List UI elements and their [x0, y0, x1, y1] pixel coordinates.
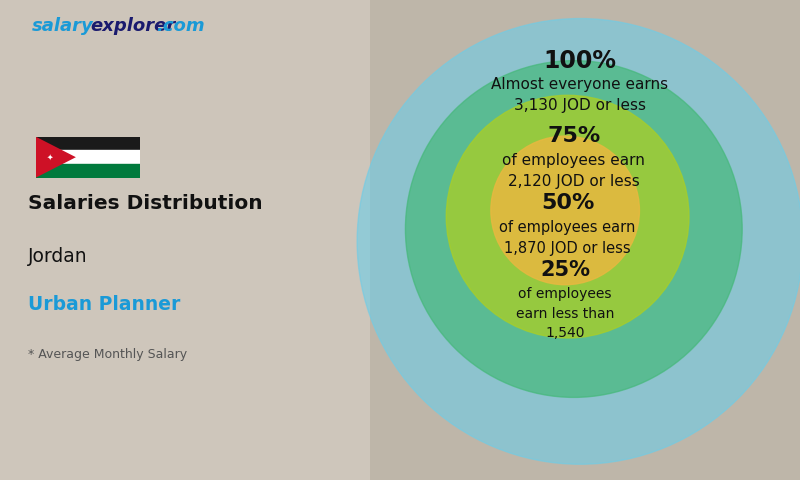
Text: salary: salary	[32, 17, 94, 35]
Text: of employees earn
2,120 JOD or less: of employees earn 2,120 JOD or less	[502, 154, 646, 190]
Polygon shape	[36, 137, 76, 178]
Text: Jordan: Jordan	[28, 247, 88, 266]
Bar	[370, 0, 800, 480]
Text: of employees
earn less than
1,540: of employees earn less than 1,540	[516, 287, 614, 340]
Text: explorer: explorer	[90, 17, 176, 35]
Text: * Average Monthly Salary: * Average Monthly Salary	[28, 348, 187, 361]
Bar	[36, 137, 140, 150]
Text: of employees earn
1,870 JOD or less: of employees earn 1,870 JOD or less	[499, 220, 636, 256]
Circle shape	[446, 96, 689, 338]
Bar	[36, 150, 140, 164]
Text: 25%: 25%	[540, 260, 590, 280]
Text: .com: .com	[156, 17, 205, 35]
Circle shape	[491, 136, 639, 285]
Circle shape	[357, 19, 800, 464]
Text: 100%: 100%	[543, 49, 617, 73]
Bar	[0, 0, 370, 480]
Bar	[0, 0, 370, 160]
Text: ✦: ✦	[46, 153, 53, 162]
Text: 50%: 50%	[541, 193, 594, 213]
Bar	[36, 164, 140, 178]
Circle shape	[406, 60, 742, 397]
Text: Almost everyone earns
3,130 JOD or less: Almost everyone earns 3,130 JOD or less	[491, 77, 669, 113]
Text: 75%: 75%	[547, 126, 601, 146]
Text: Urban Planner: Urban Planner	[28, 295, 180, 314]
Text: Salaries Distribution: Salaries Distribution	[28, 194, 262, 214]
